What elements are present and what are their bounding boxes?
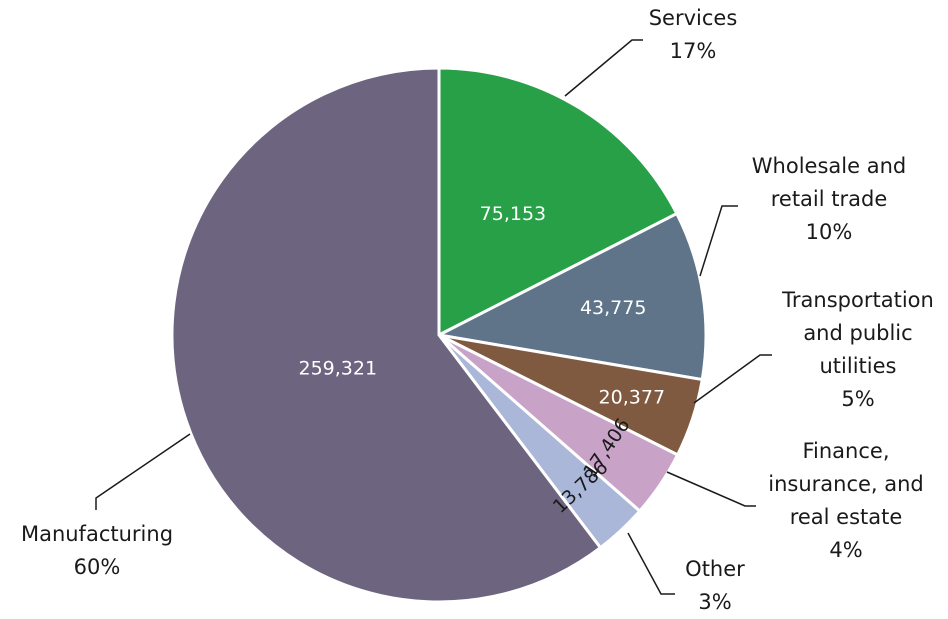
callout-other-line1: Other <box>685 557 745 581</box>
callout-manufacturing-percent: 60% <box>73 555 121 579</box>
callout-wholesale-line1: Wholesale and <box>751 154 907 178</box>
callout-transportation-line3: utilities <box>819 354 897 378</box>
leader-line-finance <box>666 471 756 507</box>
callout-finance-line1: Finance, <box>802 439 890 463</box>
callout-finance: Finance, insurance, and real estate 4% <box>756 435 936 567</box>
callout-transportation-line2: and public <box>803 321 913 345</box>
value-label-wholesale: 43,775 <box>580 297 646 319</box>
pie-slice-wholesale <box>437 212 708 382</box>
callout-transportation: Transportation and public utilities 5% <box>772 284 944 416</box>
callout-finance-line2: insurance, and <box>768 472 924 496</box>
callout-transportation-line1: Transportation <box>782 288 934 312</box>
callout-transportation-percent: 5% <box>841 387 875 411</box>
callout-services-percent: 17% <box>669 39 717 63</box>
value-label-transportation: 20,377 <box>599 387 665 409</box>
leader-line-services <box>564 39 643 97</box>
leader-line-wholesale <box>699 205 738 277</box>
leader-lines <box>95 39 772 595</box>
callout-services: Services 17% <box>632 2 754 68</box>
value-label-manufacturing: 259,321 <box>299 358 378 380</box>
leader-line-manufacturing <box>95 433 191 510</box>
callout-finance-percent: 4% <box>829 538 863 562</box>
callout-manufacturing-line1: Manufacturing <box>20 522 174 546</box>
value-label-services: 75,153 <box>480 203 546 225</box>
callout-manufacturing: Manufacturing 60% <box>4 518 190 584</box>
leader-line-other <box>627 532 675 595</box>
leader-line-transportation <box>693 354 772 404</box>
callout-wholesale-line2: retail trade <box>770 187 888 211</box>
callout-services-line1: Services <box>648 6 738 30</box>
callout-finance-line3: real estate <box>789 505 903 529</box>
pie-slices <box>170 66 708 604</box>
callout-other-percent: 3% <box>698 590 732 614</box>
pie-slice-manufacturing <box>170 66 602 604</box>
callout-wholesale-percent: 10% <box>805 220 853 244</box>
pie-slice-services <box>437 66 679 337</box>
callout-other: Other 3% <box>670 553 760 619</box>
callout-wholesale: Wholesale and retail trade 10% <box>737 150 921 249</box>
